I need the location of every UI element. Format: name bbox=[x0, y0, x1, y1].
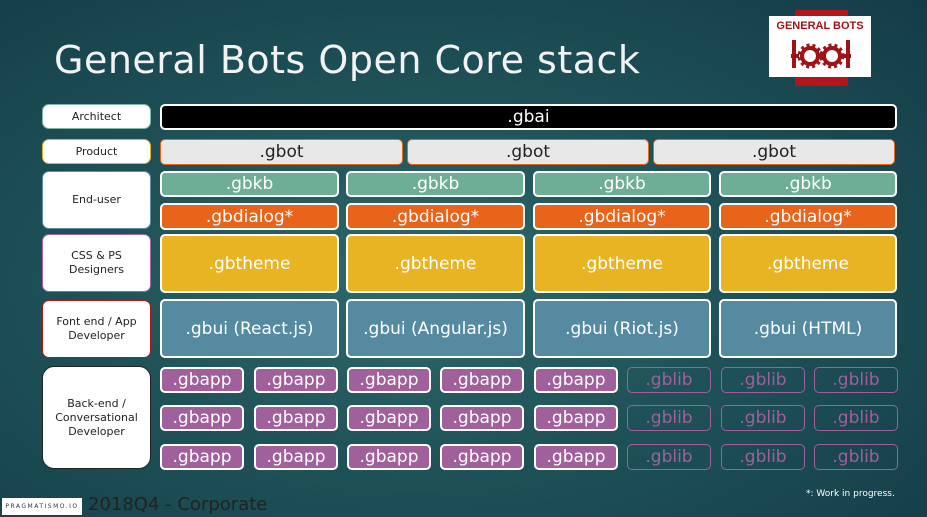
gbapp-cell: .gbapp bbox=[160, 444, 244, 470]
general-bots-logo: GENERAL BOTS bbox=[769, 16, 871, 77]
gbtheme-cell: .gbtheme bbox=[533, 234, 711, 293]
gbkb-cell: .gbkb bbox=[719, 171, 897, 197]
gbot-cell: .gbot bbox=[653, 139, 895, 165]
gbtheme-cell: .gbtheme bbox=[719, 234, 897, 293]
company-logo: PRAGMATISMO.IO bbox=[2, 498, 82, 515]
gbkb-cell: .gbkb bbox=[346, 171, 525, 197]
page-title: General Bots Open Core stack bbox=[54, 38, 641, 82]
gblib-cell: .gblib bbox=[721, 405, 805, 431]
gblib-cell: .gblib bbox=[627, 405, 711, 431]
role-label: Font end / App Developer bbox=[42, 300, 151, 358]
gblib-cell: .gblib bbox=[721, 444, 805, 470]
gblib-cell: .gblib bbox=[627, 444, 711, 470]
gbapp-cell: .gbapp bbox=[347, 367, 431, 393]
gbdialog-cell: .gbdialog* bbox=[719, 203, 897, 230]
gbui-cell: .gbui (Angular.js) bbox=[346, 299, 525, 358]
gbapp-cell: .gbapp bbox=[254, 405, 338, 431]
gbapp-cell: .gbapp bbox=[440, 444, 524, 470]
gbui-cell: .gbui (HTML) bbox=[719, 299, 897, 358]
role-label: Product bbox=[42, 139, 151, 164]
gbai-cell: .gbai bbox=[160, 104, 897, 130]
logo-text: GENERAL BOTS bbox=[776, 20, 864, 32]
gbui-cell: .gbui (Riot.js) bbox=[533, 299, 711, 358]
gbot-cell: .gbot bbox=[407, 139, 649, 165]
gblib-cell: .gblib bbox=[814, 444, 898, 470]
gbdialog-cell: .gbdialog* bbox=[533, 203, 711, 230]
role-label: Back-end / Conversational Developer bbox=[42, 366, 151, 469]
gbdialog-cell: .gbdialog* bbox=[346, 203, 525, 230]
gbapp-cell: .gbapp bbox=[347, 405, 431, 431]
gblib-cell: .gblib bbox=[814, 405, 898, 431]
gbapp-cell: .gbapp bbox=[254, 367, 338, 393]
gblib-cell: .gblib bbox=[814, 367, 898, 393]
role-label: CSS & PS Designers bbox=[42, 234, 151, 292]
gbkb-cell: .gbkb bbox=[160, 171, 339, 197]
role-label: End-user bbox=[42, 171, 151, 229]
gbtheme-cell: .gbtheme bbox=[160, 234, 339, 293]
gbdialog-cell: .gbdialog* bbox=[160, 203, 339, 230]
gbapp-cell: .gbapp bbox=[254, 444, 338, 470]
gblib-cell: .gblib bbox=[627, 367, 711, 393]
gbui-cell: .gbui (React.js) bbox=[160, 299, 339, 358]
footer-text: 2018Q4 - Corporate bbox=[88, 494, 268, 515]
gbapp-cell: .gbapp bbox=[534, 367, 618, 393]
gbapp-cell: .gbapp bbox=[160, 367, 244, 393]
role-label: Architect bbox=[42, 104, 151, 129]
gblib-cell: .gblib bbox=[721, 367, 805, 393]
gbapp-cell: .gbapp bbox=[440, 405, 524, 431]
gbkb-cell: .gbkb bbox=[533, 171, 711, 197]
gbtheme-cell: .gbtheme bbox=[346, 234, 525, 293]
gbapp-cell: .gbapp bbox=[534, 405, 618, 431]
gbapp-cell: .gbapp bbox=[440, 367, 524, 393]
footnote: *: Work in progress. bbox=[806, 489, 895, 499]
gbapp-cell: .gbapp bbox=[347, 444, 431, 470]
gbapp-cell: .gbapp bbox=[160, 405, 244, 431]
gears-icon bbox=[791, 40, 851, 69]
gbapp-cell: .gbapp bbox=[534, 444, 618, 470]
gbot-cell: .gbot bbox=[160, 139, 403, 165]
